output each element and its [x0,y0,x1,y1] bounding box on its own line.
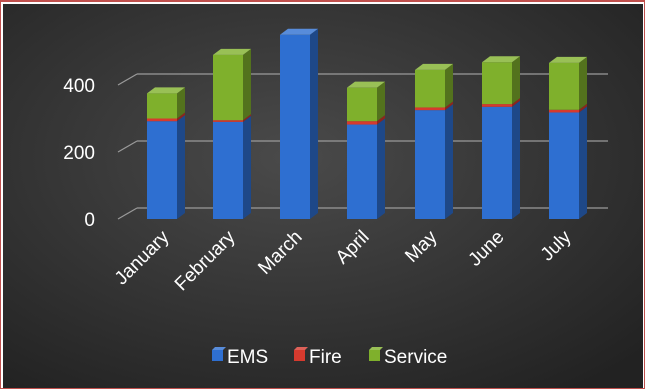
bar-stack-january [147,87,185,219]
bar-segment-fire [549,109,579,113]
bar-side-service [579,56,587,110]
bar-segment-fire [147,118,177,122]
bar-segment-ems [280,34,310,219]
bar-segment-ems [347,124,377,219]
bar-side-fire [177,112,185,122]
legend-swatch-top [369,347,383,350]
bar-side-service [243,48,251,121]
gridline-depth [117,73,138,86]
bar-side-fire [377,115,385,125]
y-axis-ticks: 0 200 400 [63,76,95,231]
bar-segment-ems [213,121,243,219]
legend-swatch [369,350,380,361]
bar-segment-ems [482,106,512,219]
bar-segment-ems [147,121,177,219]
bar-side-service [512,56,520,105]
legend-swatch-top [294,347,308,350]
legend-item-fire: Fire [294,347,342,368]
bar-segment-service [347,87,377,122]
bar-segment-service [482,62,512,105]
bar-side-ems [377,118,385,219]
bar-segment-ems [549,112,579,219]
bar-side-ems [310,28,318,219]
legend-label: EMS [227,347,268,368]
bar-side-ems [579,106,587,219]
bar-top-service [482,56,520,63]
bar-side-ems [512,100,520,219]
bar-side-ems [243,115,251,219]
bar-side-service [445,63,453,108]
legend-item-service: Service [369,347,447,368]
bar-stack-february [213,48,251,219]
bar-stack-april [347,81,385,219]
bar-segment-service [415,69,445,108]
bar-side-fire [445,101,453,111]
legend: EMS Fire Service [212,347,447,368]
bar-top-service [147,87,185,94]
legend-label: Fire [309,347,342,368]
bar-segment-fire [213,120,243,122]
bar-segment-fire [415,107,445,111]
bar-segment-ems [415,110,445,219]
bar-side-service [177,87,185,119]
legend-swatch [294,350,305,361]
gridline-depth [117,140,138,153]
y-tick-label: 0 [84,210,95,231]
bar-top-service [549,56,587,63]
bar-segment-service [147,93,177,119]
bar-segment-service [213,54,243,121]
bar-segment-fire [347,121,377,125]
gridline-depth [117,207,138,220]
legend-swatch [212,350,223,361]
bar-top-ems [280,28,318,35]
bar-side-ems [177,115,185,219]
bar-stack-may [415,63,453,219]
bar-segment-fire [482,104,512,107]
y-tick-label: 200 [63,143,95,164]
bar-side-fire [512,98,520,107]
plot-background [3,4,643,388]
bar-top-service [347,81,385,88]
bar-stack-march [280,28,318,219]
bar-stack-july [549,56,587,219]
bar-side-ems [445,104,453,219]
bar-side-service [377,81,385,122]
bar-stack-june [482,56,520,219]
legend-item-ems: EMS [212,347,268,368]
bar-segment-service [549,62,579,110]
bar-side-fire [579,103,587,113]
bar-side-fire [243,114,251,122]
bars [147,28,587,219]
bar-top-service [415,63,453,70]
legend-label: Service [384,347,447,368]
legend-swatch-top [212,347,226,350]
y-tick-label: 400 [63,76,95,97]
bar-top-service [213,48,251,55]
